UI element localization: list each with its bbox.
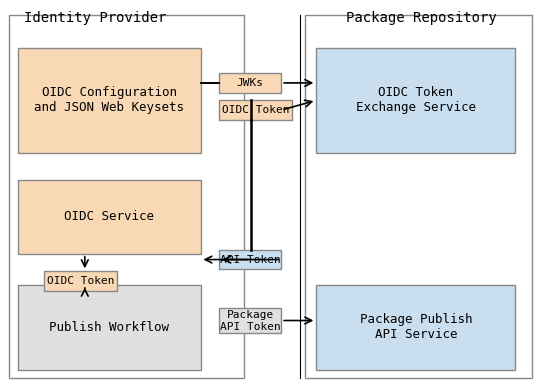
Bar <box>219 308 281 333</box>
Text: Identity Provider: Identity Provider <box>24 11 167 25</box>
Bar <box>17 285 201 370</box>
Bar <box>9 15 243 378</box>
Text: API Token: API Token <box>220 255 281 265</box>
Bar <box>219 250 281 269</box>
Text: OIDC Token: OIDC Token <box>47 276 115 286</box>
Bar <box>44 271 117 291</box>
Bar <box>17 48 201 153</box>
Text: Package
API Token: Package API Token <box>220 310 281 332</box>
Text: OIDC Service: OIDC Service <box>64 210 154 223</box>
Bar <box>316 48 516 153</box>
Text: Package Repository: Package Repository <box>346 11 497 25</box>
Bar <box>219 73 281 93</box>
Text: OIDC Token
Exchange Service: OIDC Token Exchange Service <box>356 86 476 115</box>
Bar <box>316 285 516 370</box>
Text: Publish Workflow: Publish Workflow <box>49 321 169 334</box>
Bar <box>219 100 292 120</box>
Text: JWKs: JWKs <box>237 78 264 88</box>
Text: OIDC Configuration
and JSON Web Keysets: OIDC Configuration and JSON Web Keysets <box>34 86 184 115</box>
Bar <box>17 180 201 254</box>
Bar <box>306 15 532 378</box>
Text: Package Publish
API Service: Package Publish API Service <box>360 314 472 341</box>
Text: OIDC Token: OIDC Token <box>222 105 289 115</box>
